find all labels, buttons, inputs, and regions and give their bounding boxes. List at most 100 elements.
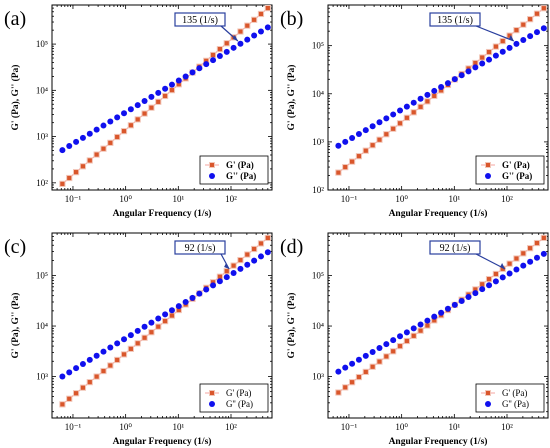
data-point: [237, 28, 244, 35]
data-point: [79, 134, 86, 141]
data-point: [189, 294, 196, 301]
data-point: [540, 25, 547, 32]
data-point: [465, 294, 472, 301]
series-loss-modulus: [335, 25, 547, 149]
data-point: [431, 313, 438, 320]
data-point: [410, 109, 417, 116]
data-point: [513, 27, 520, 34]
data-point: [230, 44, 237, 51]
data-point: [444, 80, 451, 87]
data-point: [417, 95, 424, 102]
data-point: [492, 278, 499, 285]
data-point: [216, 52, 223, 59]
data-point: [527, 258, 534, 265]
data-point: [114, 114, 121, 121]
x-axis-title: Angular Frequency (1/s): [113, 208, 212, 219]
data-point: [162, 318, 169, 325]
data-point: [479, 281, 486, 288]
y-tick-label: 10⁵: [36, 39, 48, 49]
y-axis-title: G' (Pa), G'' (Pa): [286, 293, 297, 359]
data-point: [264, 234, 271, 241]
data-point: [485, 48, 493, 56]
data-point: [390, 125, 397, 132]
data-point: [499, 274, 506, 281]
data-point: [533, 239, 541, 247]
x-tick-label: 10¹: [448, 194, 460, 204]
data-point: [403, 103, 410, 110]
legend-label: G' (Pa): [502, 388, 527, 398]
data-point: [342, 364, 349, 371]
data-point: [72, 169, 80, 176]
legend: G' (Pa)G'' (Pa): [199, 155, 269, 185]
crossover-arrowhead: [508, 35, 514, 41]
data-point: [66, 174, 73, 182]
data-point: [342, 384, 349, 391]
data-point: [148, 93, 155, 100]
crossover-arrowhead: [500, 263, 506, 269]
panel-label: (a): [4, 8, 26, 30]
data-point: [134, 116, 141, 123]
data-point: [335, 169, 342, 176]
x-axis-title: Angular Frequency (1/s): [389, 208, 488, 219]
data-point: [230, 269, 237, 276]
data-point: [362, 127, 369, 134]
data-point: [134, 102, 141, 109]
data-point: [485, 276, 493, 283]
data-point: [141, 98, 148, 105]
y-tick-label: 10⁵: [312, 41, 324, 51]
data-point: [527, 16, 534, 23]
data-point: [230, 262, 237, 269]
data-point: [59, 373, 66, 380]
data-point: [251, 16, 258, 23]
legend-marker-square: [485, 390, 491, 396]
data-point: [472, 290, 479, 297]
plot-frame: [327, 232, 549, 419]
legend-box: [199, 155, 269, 185]
series-loss-modulus: [59, 249, 271, 380]
data-point: [127, 345, 134, 352]
legend-label: G'' (Pa): [502, 171, 532, 181]
data-point: [506, 44, 513, 51]
data-point: [223, 48, 230, 55]
data-point: [444, 305, 451, 312]
data-point: [424, 98, 431, 105]
data-point: [369, 348, 376, 355]
data-point: [479, 54, 486, 61]
data-point: [383, 115, 390, 122]
panel-label: (c): [4, 236, 26, 258]
data-point: [438, 309, 445, 316]
legend-marker-circle: [485, 173, 491, 179]
data-point: [73, 365, 80, 372]
data-point: [342, 164, 349, 171]
data-point: [417, 321, 424, 328]
data-point: [93, 373, 100, 380]
y-tick-label: 10³: [36, 132, 48, 142]
data-point: [479, 60, 486, 67]
data-point: [397, 107, 404, 114]
legend-box: [199, 383, 269, 413]
legend: G' (Pa)G'' (Pa): [199, 383, 269, 413]
data-point: [376, 358, 383, 365]
data-point: [465, 68, 472, 75]
crossover-arrowhead: [224, 263, 230, 269]
series-loss-modulus: [59, 24, 271, 154]
legend-marker-circle: [485, 401, 491, 407]
data-point: [189, 69, 196, 76]
data-point: [533, 29, 540, 36]
x-tick-label: 10²: [501, 194, 513, 204]
x-tick-label: 10²: [225, 194, 237, 204]
x-tick-label: 10¹: [172, 194, 184, 204]
chart-panel: (c) 10⁻¹ 10⁰ 10¹ 10² 10³ 10⁴ 10⁵ Angular Frequen…: [4, 232, 273, 447]
data-point: [168, 307, 175, 314]
data-point: [72, 390, 80, 397]
data-point: [244, 251, 251, 258]
legend-label: G' (Pa): [502, 160, 530, 170]
data-point: [203, 286, 210, 293]
data-point: [168, 312, 176, 319]
data-point: [93, 151, 100, 158]
legend-marker-square: [209, 390, 215, 396]
data-point: [148, 329, 155, 336]
y-tick-label: 10⁴: [312, 89, 324, 99]
data-point: [513, 40, 520, 47]
data-point: [369, 142, 376, 149]
